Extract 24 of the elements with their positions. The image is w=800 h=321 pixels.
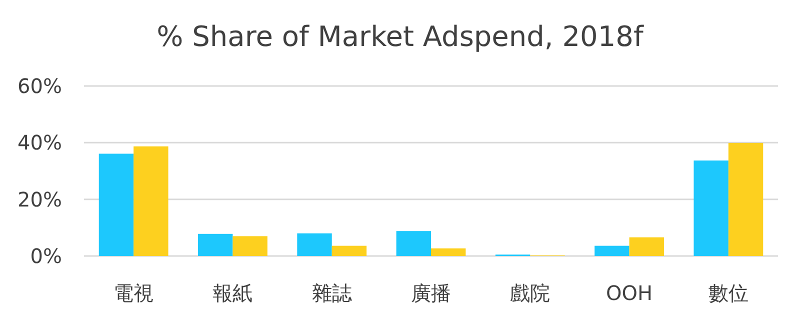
x-tick-label: 電視 [114, 281, 154, 305]
y-tick-label: 0% [30, 244, 62, 268]
x-tick-label: 數位 [708, 281, 748, 305]
x-tick-label: 報紙 [212, 281, 253, 305]
y-tick-label: 20% [18, 187, 62, 212]
x-tick-label: OOH [606, 281, 653, 305]
bar [728, 142, 764, 256]
bar [431, 248, 466, 256]
y-tick-label: 60% [18, 74, 62, 98]
bar [232, 236, 268, 256]
bar [98, 154, 134, 256]
bar [198, 234, 233, 256]
bar [594, 246, 630, 256]
y-tick-label: 40% [18, 130, 62, 155]
bar [694, 160, 728, 256]
x-tick-label: 戲院 [510, 281, 550, 305]
bar [134, 146, 168, 256]
bar [396, 231, 431, 256]
x-tick-label: 廣播 [411, 281, 451, 305]
bar [629, 237, 664, 256]
x-tick-label: 雜誌 [312, 281, 352, 305]
chart-title: % Share of Market Adspend, 2018f [156, 20, 644, 53]
bar [332, 246, 367, 256]
bar [297, 233, 332, 256]
